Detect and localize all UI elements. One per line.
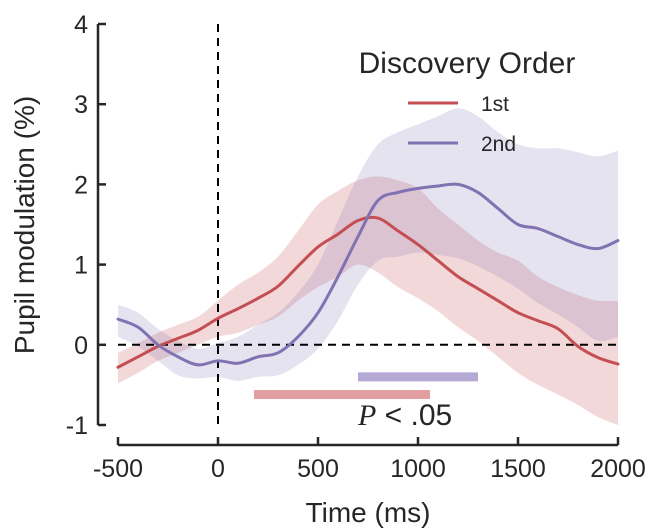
- x-tick-label: 1500: [490, 455, 546, 483]
- y-tick-label: 0: [74, 332, 88, 360]
- x-tick-label: -500: [93, 455, 143, 483]
- confidence-bands: [118, 108, 618, 425]
- annotation-symbol: P: [357, 399, 376, 432]
- x-axis-label: Time (ms): [306, 497, 431, 528]
- significance-bar-1st: [254, 390, 430, 400]
- significance-bar-2nd: [358, 372, 478, 382]
- y-tick-label: 2: [74, 171, 88, 199]
- y-tick-label: 1: [74, 252, 88, 280]
- y-tick-label: 3: [74, 91, 88, 119]
- reference-lines: [118, 24, 618, 425]
- legend-label-1st: 1st: [481, 93, 509, 116]
- y-tick-label: -1: [66, 412, 88, 440]
- x-tick-label: 0: [211, 455, 225, 483]
- legend: Discovery Order 1st 2nd: [359, 47, 576, 156]
- ci-band-1st: [118, 176, 618, 425]
- ci-band-2nd: [118, 108, 618, 381]
- annotation-text: < .05: [376, 399, 452, 432]
- y-tick-label: 4: [74, 11, 88, 39]
- legend-title: Discovery Order: [359, 47, 576, 80]
- x-tick-label: 500: [297, 455, 339, 483]
- x-tick-label: 2000: [590, 455, 646, 483]
- axes: -1 0 1 2 3 4 -500 0 500 1000 1500 2000: [66, 11, 646, 483]
- x-tick-label: 1000: [390, 455, 446, 483]
- legend-label-2nd: 2nd: [481, 133, 516, 156]
- significance-annotation: P < .05: [357, 399, 452, 432]
- line-series-2nd: [116, 182, 620, 367]
- series-lines: [116, 182, 620, 369]
- significance-bars: [254, 372, 478, 400]
- y-axis-label: Pupil modulation (%): [9, 96, 40, 354]
